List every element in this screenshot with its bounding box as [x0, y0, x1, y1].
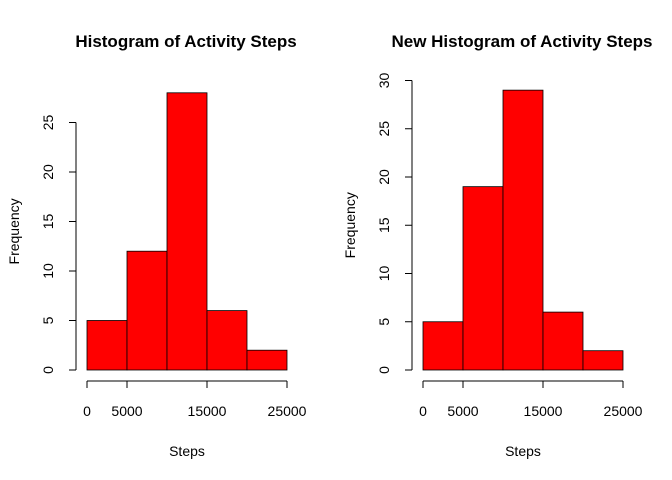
y-tick-label: 10 — [376, 266, 392, 282]
histogram-bar — [582, 350, 624, 371]
y-tick-label: 0 — [376, 366, 392, 374]
x-axis: 0 5000 15000 25000 — [419, 380, 643, 419]
y-axis: 0 5 10 15 20 25 — [40, 115, 77, 374]
y-tick-label: 25 — [40, 115, 56, 131]
histogram-bar — [166, 92, 208, 371]
y-axis-label: Frequency — [342, 192, 358, 258]
histogram-bar — [542, 311, 584, 371]
histogram-bar — [246, 349, 288, 371]
y-tick-label: 15 — [40, 214, 56, 230]
x-tick-label: 15000 — [524, 403, 563, 419]
x-tick-label: 0 — [419, 403, 427, 419]
histogram-bar — [206, 310, 248, 371]
y-tick-label: 20 — [40, 164, 56, 180]
y-tick-label: 30 — [376, 73, 392, 89]
histogram-panel-right: New Histogram of Activity Steps Steps Fr… — [342, 32, 653, 459]
x-tick-label: 5000 — [111, 403, 142, 419]
x-tick-label: 25000 — [604, 403, 643, 419]
histogram-bar — [462, 186, 504, 371]
x-tick-label: 15000 — [188, 403, 227, 419]
x-axis-label: Steps — [505, 443, 541, 459]
y-tick-label: 15 — [376, 217, 392, 233]
chart-title: Histogram of Activity Steps — [75, 32, 296, 51]
x-tick-label: 0 — [83, 403, 91, 419]
y-tick-label: 20 — [376, 169, 392, 185]
x-tick-label: 5000 — [447, 403, 478, 419]
x-axis-label: Steps — [169, 443, 205, 459]
bars — [86, 92, 288, 371]
x-axis: 0 5000 15000 25000 — [83, 380, 307, 419]
bars — [422, 89, 624, 371]
y-tick-label: 5 — [40, 316, 56, 324]
histogram-bar — [502, 89, 544, 371]
y-tick-label: 0 — [40, 366, 56, 374]
y-tick-label: 5 — [376, 318, 392, 326]
y-tick-label: 25 — [376, 121, 392, 137]
histogram-bar — [126, 250, 168, 371]
x-tick-label: 25000 — [268, 403, 307, 419]
histogram-panel-left: Histogram of Activity Steps Steps Freque… — [6, 32, 307, 459]
histogram-bar — [86, 320, 128, 371]
chart-title: New Histogram of Activity Steps — [391, 32, 652, 51]
y-tick-label: 10 — [40, 263, 56, 279]
y-axis-label: Frequency — [6, 198, 22, 264]
histogram-bar — [422, 321, 464, 371]
y-axis: 0 5 10 15 20 25 30 — [376, 73, 413, 374]
